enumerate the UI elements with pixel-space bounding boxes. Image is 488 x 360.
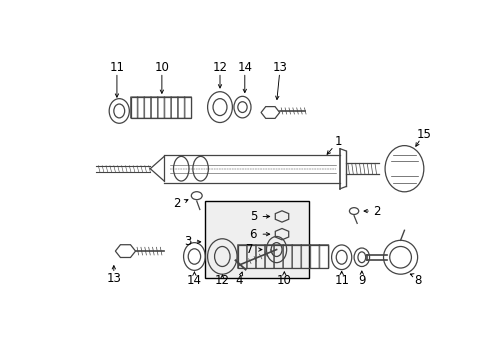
Text: 14: 14	[237, 61, 252, 74]
Text: 13: 13	[272, 61, 286, 74]
Text: 12: 12	[212, 61, 227, 74]
Text: 10: 10	[154, 61, 169, 74]
Text: 8: 8	[413, 274, 421, 287]
Text: 14: 14	[186, 274, 202, 287]
Text: 10: 10	[276, 274, 291, 287]
Text: 4: 4	[235, 274, 243, 287]
Text: 12: 12	[214, 274, 229, 287]
Text: 15: 15	[416, 127, 430, 140]
Text: 11: 11	[109, 61, 124, 74]
Bar	[204, 201, 308, 278]
Text: 13: 13	[106, 271, 121, 284]
Text: 1: 1	[334, 135, 342, 148]
Text: 3: 3	[183, 235, 191, 248]
Text: 6: 6	[249, 228, 257, 240]
Text: 7: 7	[246, 243, 253, 256]
Text: 5: 5	[249, 210, 257, 223]
Text: 11: 11	[333, 274, 348, 287]
Text: 2: 2	[373, 204, 380, 217]
Bar	[131, 97, 191, 118]
Bar	[237, 245, 328, 268]
Text: 9: 9	[357, 274, 365, 287]
Text: 2: 2	[173, 197, 181, 210]
